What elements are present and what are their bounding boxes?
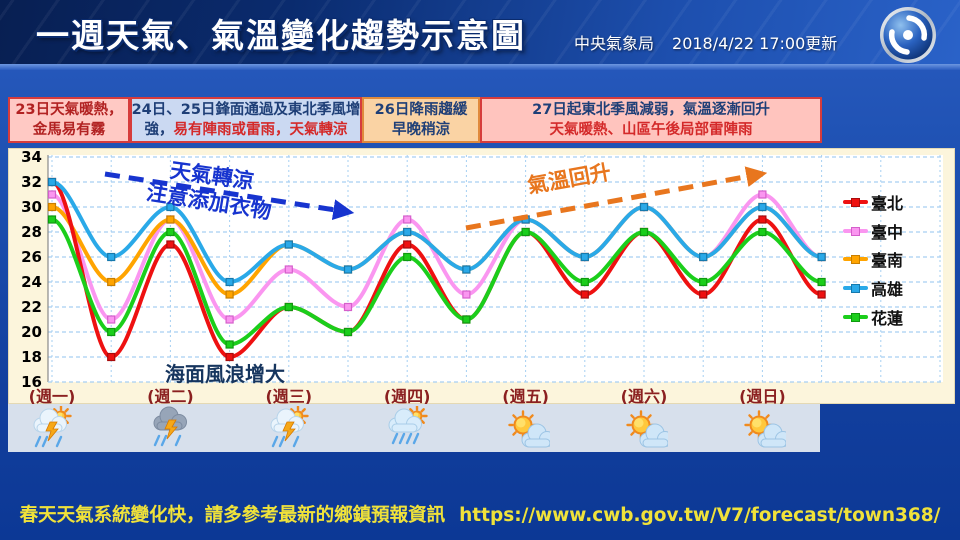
x-axis-label: (週一) [28,387,76,406]
info-box-text: 27日起東北季風減弱，氣溫逐漸回升 [532,102,770,118]
svg-text:16: 16 [21,373,42,391]
legend-label: 臺南 [871,251,904,271]
rain-with-sun-icon [383,405,431,450]
thunderstorm-icon [146,406,194,450]
legend-label: 臺中 [871,222,904,242]
info-box-text: 金馬易有霧 [32,122,106,138]
forecast-summary-boxes: 23日天氣暖熱， 金馬易有霧 24日、25日鋒面通過及東北季風增 強，易有陣雨或雷雨… [8,97,822,143]
info-box-text: 24日、25日鋒面通過及東北季風增 [131,102,361,118]
temperature-chart-panel: 16 18 20 22 24 26 28 30 32 34 [8,148,955,404]
temperature-line-chart: 16 18 20 22 24 26 28 30 32 34 [21,148,943,391]
agency-name: 中央氣象局 [574,34,655,53]
footer-url-link[interactable]: https://www.cwb.gov.tw/V7/forecast/town3… [459,505,941,526]
mostly-sunny-icon [620,406,673,450]
banner-bottom-strip [0,64,960,70]
svg-text:34: 34 [21,148,42,166]
legend-line-sample-icon [843,225,868,237]
legend-label: 臺北 [871,194,904,214]
legend-label: 高雄 [871,280,904,300]
x-axis-label: (週四) [383,387,431,406]
info-box-day24-25: 24日、25日鋒面通過及東北季風增 強，易有陣雨或雷雨，天氣轉涼 [130,97,362,143]
info-box-day27: 27日起東北季風減弱，氣溫逐漸回升 天氣暖熱、山區午後局部雷陣雨 [480,97,822,143]
svg-text:26: 26 [21,248,42,266]
x-axis-label: (週二) [147,387,194,406]
thunderstorm-with-sun-icon [265,405,313,450]
svg-text:32: 32 [21,173,42,191]
legend-item: 臺南 [843,245,903,274]
legend: 臺北臺中臺南高雄花蓮 [843,188,903,331]
x-axis-label: (週五) [502,387,549,406]
x-axis-label: (週六) [620,387,668,406]
legend-item: 高雄 [843,274,903,303]
info-box-text: 早晚稍涼 [392,122,450,138]
legend-line-sample-icon [843,253,868,265]
info-box-text: 強，易有陣雨或雷雨，天氣轉涼 [144,122,348,138]
legend-item: 臺中 [843,217,903,246]
legend-line-sample-icon [843,196,868,208]
info-box-text: 23日天氣暖熱， [15,102,123,118]
banner-streaks-decoration [0,0,960,64]
weather-icon-band [8,404,820,452]
info-box-text: 26日降雨趨緩 [374,102,468,118]
legend-label: 花蓮 [871,308,904,328]
sea-waves-annotation: 海面風浪增大 [165,362,285,386]
cwb-logo-icon [878,5,938,69]
legend-line-sample-icon [843,311,868,323]
page-title: 一週天氣、氣溫變化趨勢示意圖 [36,16,526,55]
info-box-text: 天氣暖熱、山區午後局部雷陣雨 [549,122,753,138]
svg-text:22: 22 [21,298,42,316]
legend-item: 花蓮 [843,302,903,331]
svg-text:18: 18 [21,348,42,366]
info-box-day26: 26日降雨趨緩 早晚稍涼 [362,97,480,143]
x-axis-label: (週日) [739,387,786,406]
svg-text:20: 20 [21,323,42,341]
mostly-sunny-icon [738,406,792,450]
svg-text:28: 28 [21,223,42,241]
x-axis-label: (週三) [265,387,313,406]
info-box-day23: 23日天氣暖熱， 金馬易有霧 [8,97,130,143]
thunderstorm-with-sun-icon [28,405,76,450]
update-timestamp: 2018/4/22 17:00更新 [672,34,838,53]
footer-note: 春天天氣系統變化快，請多參考最新的鄉鎮預報資訊 https://www.cwb.g… [0,501,960,527]
legend-line-sample-icon [843,282,868,294]
mostly-sunny-icon [502,406,555,450]
legend-item: 臺北 [843,188,903,217]
banner-subtitle: 中央氣象局 2018/4/22 17:00更新 [574,30,855,54]
svg-text:30: 30 [21,198,42,216]
footer-text: 春天天氣系統變化快，請多參考最新的鄉鎮預報資訊 [19,505,446,526]
svg-text:24: 24 [21,273,42,291]
title-banner: 一週天氣、氣溫變化趨勢示意圖 中央氣象局 2018/4/22 17:00更新 [0,0,960,64]
